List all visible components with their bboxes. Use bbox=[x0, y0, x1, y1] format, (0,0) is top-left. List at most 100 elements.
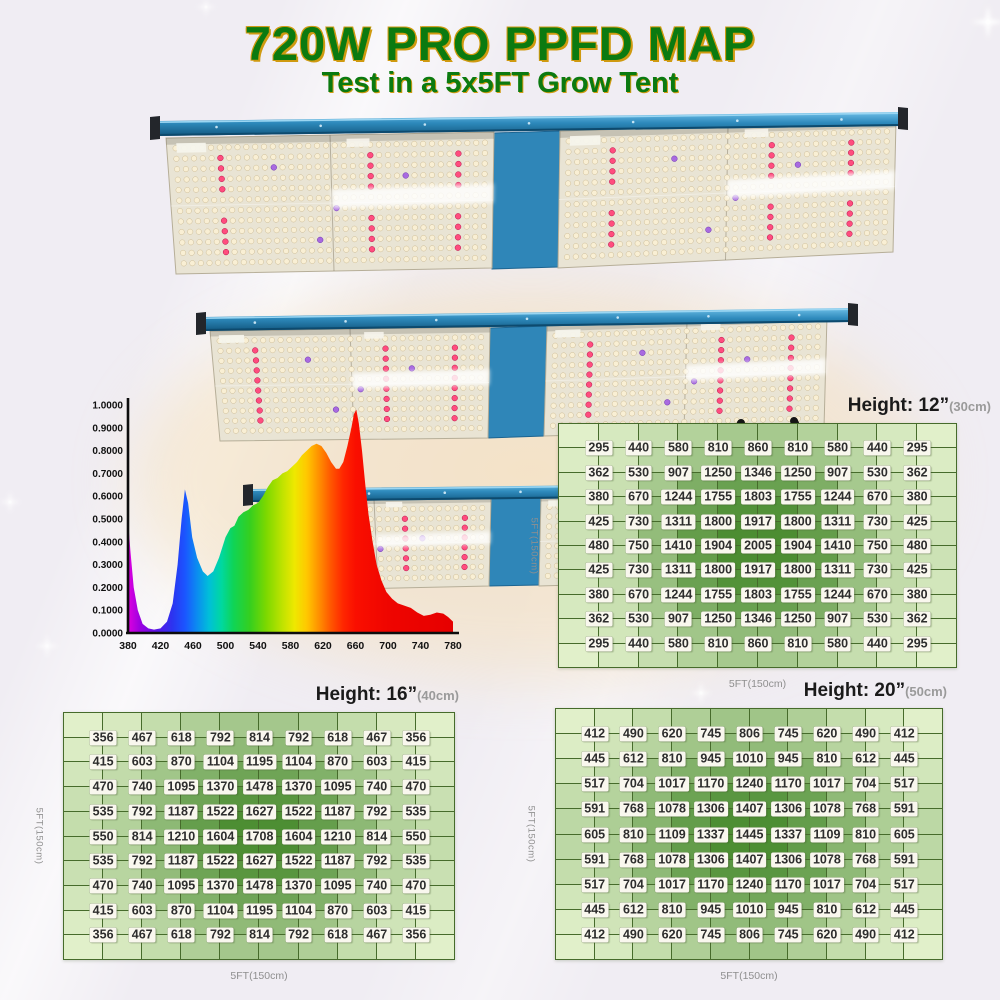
ppfd-value: 580 bbox=[824, 440, 852, 456]
ppfd-value: 792 bbox=[206, 730, 234, 746]
ppfd-value: 670 bbox=[863, 587, 891, 603]
ppfd-value: 295 bbox=[903, 636, 931, 652]
ppfd-value: 1017 bbox=[809, 776, 844, 792]
glare-highlight bbox=[685, 358, 826, 381]
ppfd-value: 1104 bbox=[203, 754, 237, 770]
ppfd-value: 440 bbox=[863, 636, 891, 652]
rail-end-cap bbox=[243, 484, 253, 506]
ppfd-value: 591 bbox=[890, 801, 918, 817]
ppfd-value: 704 bbox=[619, 776, 647, 792]
ppfd-value: 1370 bbox=[203, 779, 238, 795]
x-tick-label: 580 bbox=[282, 640, 300, 652]
center-spine-bar bbox=[487, 325, 548, 439]
ppfd-value: 1187 bbox=[164, 804, 198, 820]
sparkle-flare bbox=[196, 0, 216, 17]
ppfd-value: 1755 bbox=[780, 489, 815, 505]
sparkle-flare bbox=[971, 5, 1000, 39]
x-tick-label: 740 bbox=[412, 640, 430, 652]
ppfd-value: 1210 bbox=[164, 829, 199, 844]
ppfd-value: 535 bbox=[89, 804, 117, 820]
ppfd-value: 603 bbox=[363, 903, 391, 919]
ppfd-value: 1306 bbox=[771, 801, 806, 817]
ppfd-value: 603 bbox=[128, 903, 156, 919]
center-spine-bar bbox=[491, 130, 561, 270]
ppfd-value: 440 bbox=[863, 440, 891, 456]
ppfd-value: 1244 bbox=[661, 587, 696, 603]
ppfd-value: 1708 bbox=[242, 829, 277, 844]
ppfd-value: 356 bbox=[89, 927, 117, 943]
ppfd-value: 620 bbox=[658, 927, 686, 943]
ppfd-value: 810 bbox=[852, 827, 880, 842]
heatmap-cell bbox=[917, 424, 957, 449]
ppfd-value: 612 bbox=[852, 902, 880, 918]
ppfd-value: 490 bbox=[852, 927, 880, 943]
ppfd-value: 295 bbox=[903, 440, 931, 456]
ppfd-value: 415 bbox=[89, 903, 117, 919]
ppfd-value: 945 bbox=[697, 902, 725, 918]
ppfd-value: 1370 bbox=[281, 779, 316, 795]
ppfd-value: 670 bbox=[625, 489, 653, 505]
ppfd-value: 425 bbox=[585, 562, 613, 578]
ppfd-value: 810 bbox=[658, 751, 686, 767]
ppfd-value: 945 bbox=[774, 902, 802, 918]
heatmap-cell bbox=[917, 545, 957, 571]
ppfd-value: 860 bbox=[744, 636, 772, 652]
ppfd-value: 1078 bbox=[655, 852, 689, 868]
ppfd-value: 1800 bbox=[701, 514, 736, 530]
ppfd-value: 1522 bbox=[281, 853, 316, 869]
ppfd-value: 605 bbox=[581, 827, 609, 842]
ppfd-value: 704 bbox=[852, 776, 880, 792]
ppfd-value: 612 bbox=[619, 902, 647, 918]
glare-highlight bbox=[726, 170, 895, 199]
y-tick-label: 0.6000 bbox=[92, 492, 123, 503]
y-axis-label: 5FT(150cm) bbox=[33, 807, 45, 865]
ppfd-value: 1755 bbox=[701, 587, 736, 603]
ppfd-value: 745 bbox=[697, 927, 725, 943]
ppfd-value: 1187 bbox=[321, 853, 355, 869]
rail-end-cap bbox=[848, 303, 858, 326]
ppfd-value: 467 bbox=[363, 927, 391, 943]
ppfd-value: 730 bbox=[863, 562, 891, 578]
ppfd-value: 1803 bbox=[741, 587, 775, 603]
ppfd-value: 605 bbox=[890, 827, 918, 842]
y-axis-label: 5FT(150cm) bbox=[528, 517, 540, 574]
ppfd-value: 1917 bbox=[741, 514, 775, 530]
ppfd-value: 1407 bbox=[732, 801, 767, 817]
ppfd-value: 730 bbox=[863, 514, 891, 530]
height-value: Height: 12” bbox=[847, 395, 950, 416]
ppfd-value: 730 bbox=[625, 562, 653, 578]
x-tick-label: 780 bbox=[444, 640, 462, 652]
ppfd-heatmap-grid: 295 440 580 810 860 810 580 440 295 362 530 907 1250… bbox=[558, 423, 957, 668]
ppfd-value: 467 bbox=[128, 730, 156, 746]
ppfd-value: 412 bbox=[890, 726, 918, 742]
y-tick-label: 0.3000 bbox=[92, 560, 123, 571]
ppfd-value: 425 bbox=[585, 514, 613, 530]
table-height-label: Height: 12”(30cm) bbox=[848, 395, 991, 419]
ppfd-value: 670 bbox=[863, 489, 891, 505]
ppfd-value: 295 bbox=[585, 636, 613, 652]
height-cm: (30cm) bbox=[949, 399, 991, 414]
ppfd-value: 792 bbox=[285, 927, 313, 943]
ppfd-value: 1187 bbox=[164, 853, 198, 869]
ppfd-value: 415 bbox=[402, 754, 430, 770]
ppfd-value: 517 bbox=[890, 877, 918, 893]
ppfd-value: 907 bbox=[664, 611, 692, 627]
ppfd-value: 730 bbox=[625, 514, 653, 530]
x-axis-label: 5FT(150cm) bbox=[720, 970, 778, 982]
ppfd-value: 810 bbox=[813, 902, 841, 918]
x-tick-label: 420 bbox=[152, 640, 170, 652]
ppfd-value: 1604 bbox=[203, 829, 238, 844]
ppfd-value: 1410 bbox=[661, 538, 696, 554]
ppfd-value: 745 bbox=[774, 726, 802, 742]
height-value: Height: 20” bbox=[803, 680, 906, 701]
ppfd-value: 1627 bbox=[242, 804, 277, 820]
ppfd-value: 470 bbox=[89, 779, 117, 795]
ppfd-value: 2005 bbox=[741, 538, 775, 554]
ppfd-value: 1240 bbox=[732, 776, 767, 792]
y-tick-label: 0.7000 bbox=[92, 469, 123, 480]
ppfd-value: 1337 bbox=[771, 827, 806, 842]
ppfd-value: 814 bbox=[128, 829, 156, 844]
page-subtitle: Test in a 5x5FT Grow Tent bbox=[321, 67, 679, 99]
glare-highlight bbox=[331, 183, 494, 209]
rail-end-cap bbox=[150, 116, 160, 140]
